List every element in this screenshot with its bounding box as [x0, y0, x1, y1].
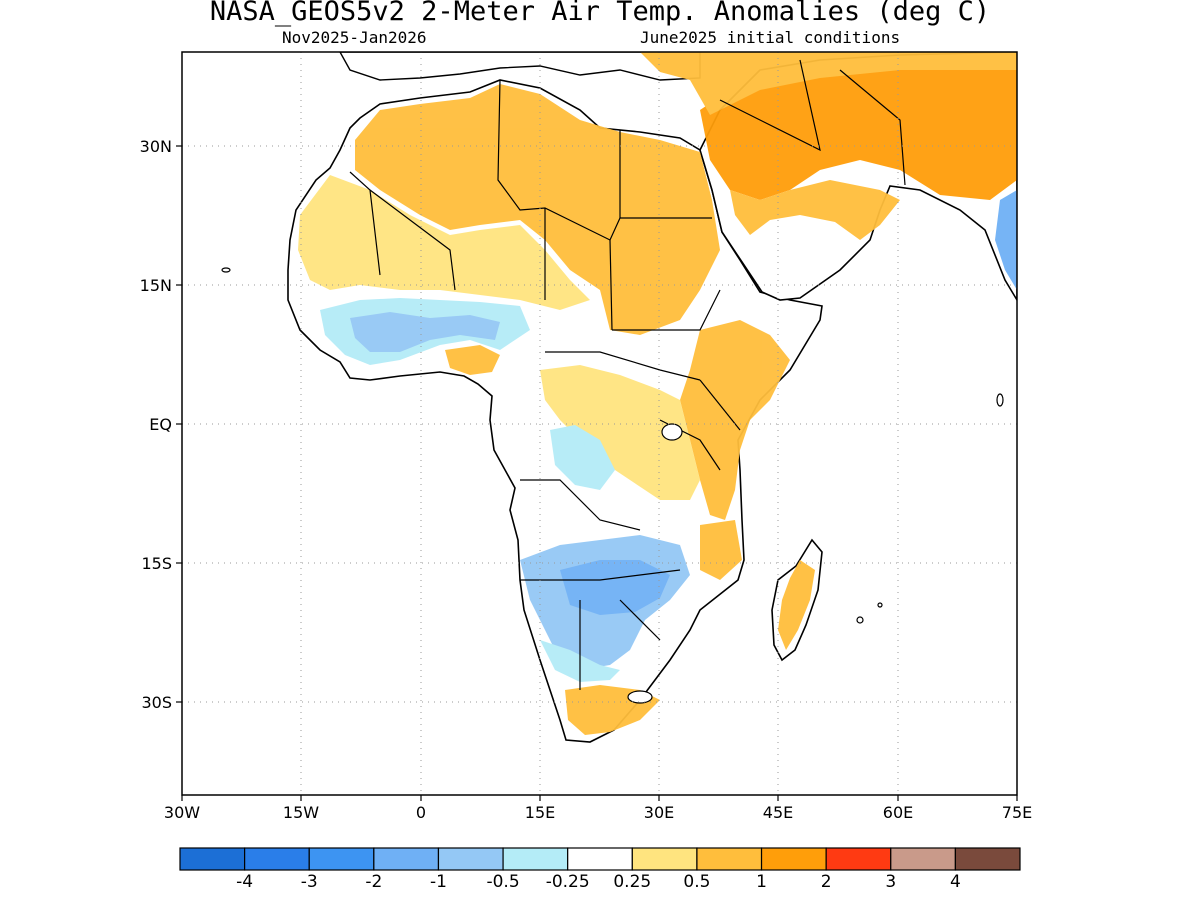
lat-label-eq: EQ: [149, 415, 172, 434]
anomaly-region-warm-madagascar: [778, 560, 815, 650]
lon-label-45e: 45E: [762, 803, 794, 822]
colorbar-label: -0.5: [486, 872, 520, 892]
colorbar-label: -2: [365, 872, 383, 892]
colorbar-label: 4: [949, 872, 961, 892]
lat-label-15s: 15S: [141, 554, 172, 573]
colorbar-label: -0.25: [545, 872, 590, 892]
colorbar-swatch-6: [567, 847, 633, 871]
anomaly-region-warm-eastafrica: [680, 320, 790, 520]
colorbar-swatch-0: [179, 847, 246, 871]
colorbar-swatch-11: [890, 847, 956, 871]
colorbar-swatch-4: [437, 847, 504, 871]
colorbar-swatch-1: [244, 847, 310, 871]
lon-label-0: 0: [415, 803, 427, 822]
colorbar-label: -3: [300, 872, 318, 892]
anomaly-region-warm-sahara: [355, 84, 720, 335]
colorbar-swatch-10: [825, 847, 892, 871]
anomaly-region-warm-mozambique: [700, 520, 742, 580]
anomaly-region-warm-arabia: [730, 180, 900, 240]
anomaly-region-cool-congo: [550, 425, 615, 490]
lat-label-30n: 30N: [139, 137, 172, 156]
colorbar-swatch-8: [696, 847, 763, 871]
lat-label-15n: 15N: [139, 276, 172, 295]
colorbar-label: -4: [236, 872, 254, 892]
forecast-period: Nov2025-Jan2026: [282, 28, 427, 47]
anomaly-region-warm-centralafrica-light: [540, 365, 700, 500]
lon-label-75e: 75E: [1001, 803, 1033, 822]
tick-marks: [176, 145, 1018, 801]
anomaly-region-warm-westafrica-light: [298, 175, 590, 310]
colorbar: [179, 847, 1021, 871]
anomaly-shading: [298, 52, 1017, 735]
colorbar-swatch-2: [308, 847, 375, 871]
initial-conditions: June2025 initial conditions: [640, 28, 901, 47]
colorbar-label: 1: [756, 872, 767, 892]
colorbar-label: 0.5: [683, 872, 711, 892]
lon-label-15w: 15W: [282, 803, 320, 822]
anomaly-region-warm-strong: [700, 54, 1017, 200]
lat-label-30s: 30S: [141, 693, 172, 712]
anomaly-region-warm-mideast: [640, 52, 1017, 115]
lon-label-30e: 30E: [643, 803, 675, 822]
anomaly-region-cool-india: [995, 190, 1017, 290]
colorbar-swatch-3: [373, 847, 440, 871]
lon-label-30w: 30W: [163, 803, 201, 822]
colorbar-label: 0.25: [613, 872, 652, 892]
lon-label-60e: 60E: [882, 803, 914, 822]
anomaly-region-warm-guinea: [445, 345, 500, 375]
colorbar-label: -1: [429, 872, 447, 892]
islands: [221, 267, 1004, 704]
map-area: [182, 52, 1017, 795]
colorbar-label: 3: [885, 872, 897, 892]
colorbar-swatch-9: [760, 847, 827, 871]
colorbar-swatch-5: [502, 847, 569, 871]
anomaly-region-cool-sahel-core: [350, 312, 500, 352]
colorbar-swatch-12: [954, 847, 1021, 871]
lon-label-15e: 15E: [524, 803, 556, 822]
colorbar-label: 2: [820, 872, 832, 892]
colorbar-swatch-7: [631, 847, 698, 871]
anomaly-region-cool-southern-core: [560, 560, 670, 615]
map-title: NASA_GEOS5v2 2-Meter Air Temp. Anomalies…: [209, 0, 991, 27]
